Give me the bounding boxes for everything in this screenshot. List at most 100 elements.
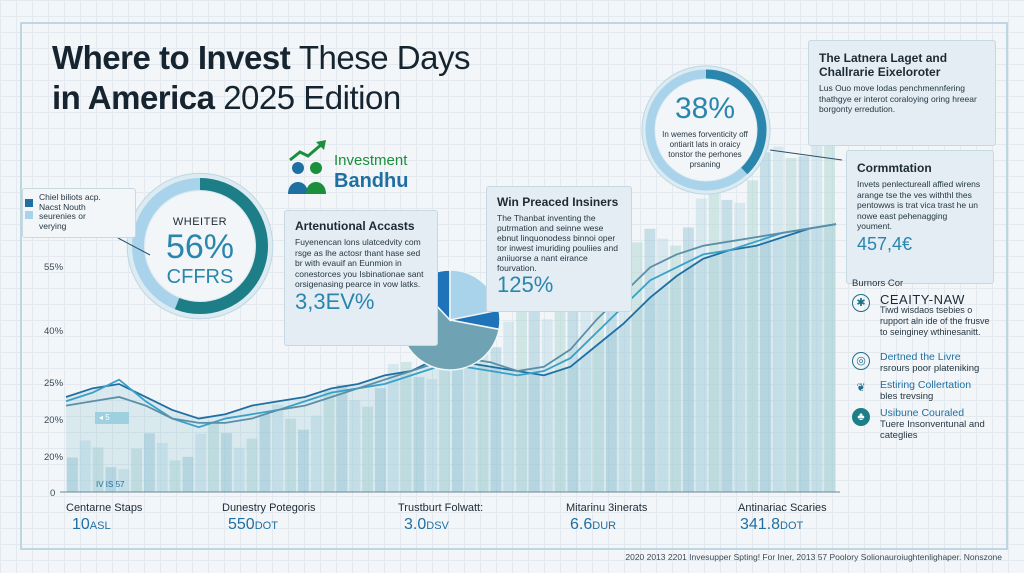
brand-logo: Investment Bandhu xyxy=(286,138,426,194)
panel-accounts-heading: Artenutional Accasts xyxy=(295,219,415,233)
panel-top-right-heading: The Latnera Laget and Challrarie Eixelor… xyxy=(819,51,948,79)
footer-value-3: 3.0DSV xyxy=(404,516,449,534)
footer-value-2: 550DOT xyxy=(228,516,278,534)
bar xyxy=(516,301,527,492)
bar xyxy=(387,363,399,492)
legend-left-line-4: verying xyxy=(39,220,67,231)
bar xyxy=(79,440,91,492)
bar xyxy=(593,274,604,492)
y-tick-25: 25% xyxy=(44,378,64,389)
legend-left: Chiel biliots acp. Nacst Nouth seurenies… xyxy=(22,188,136,238)
ring-left-text: WHEITER 56% CFFRS xyxy=(140,216,260,289)
right-legend-item-2-body: rsrours poor plateniking xyxy=(880,363,980,374)
investors-icon xyxy=(288,140,326,194)
right-legend-item-2-title: Dertned the Livre xyxy=(880,351,961,363)
logo-line-1: Investment xyxy=(334,152,408,169)
title-light-1: These Days xyxy=(298,39,471,76)
panel-top-right: The Latnera Laget and Challrarie Eixelor… xyxy=(808,40,996,146)
bar xyxy=(182,456,194,492)
bar xyxy=(631,242,643,492)
bar xyxy=(567,283,579,492)
bar xyxy=(67,457,78,492)
infographic-frame xyxy=(20,22,1008,550)
panel-cormtation-value: 457,4€ xyxy=(857,233,913,254)
bar xyxy=(747,180,758,493)
bar xyxy=(554,311,566,492)
bar xyxy=(490,347,502,492)
bar xyxy=(156,442,168,492)
footer-value-4-unit: DUR xyxy=(592,520,617,532)
bar xyxy=(259,414,271,492)
right-legend-item-1-body: Tiwd wisdaos tsebies o rupport aln ide o… xyxy=(880,305,990,337)
bar xyxy=(285,418,296,492)
title-bold-1: Where to Invest xyxy=(52,39,291,76)
ring-top-arc xyxy=(645,69,767,191)
x-tick-row: IV IS 57 xyxy=(96,480,125,489)
page-title: Where to Invest These Days in America 20… xyxy=(52,38,470,118)
ring-top-inner xyxy=(655,79,757,181)
bar xyxy=(503,321,515,492)
bar xyxy=(708,188,720,493)
bar xyxy=(580,266,592,492)
bar xyxy=(336,384,348,492)
bar xyxy=(734,202,746,492)
bar xyxy=(426,379,438,492)
bar xyxy=(362,406,373,492)
bar xyxy=(272,404,284,492)
bar xyxy=(785,158,797,493)
footer-label-5: Antinariac Scaries xyxy=(738,502,827,514)
bar xyxy=(310,415,322,492)
footer-value-1: 10ASL xyxy=(72,516,111,534)
bar xyxy=(349,399,361,492)
bar xyxy=(195,433,207,492)
panel-insiners-heading: Win Preaced Insiners xyxy=(497,195,619,209)
leaf-icon: ❦ xyxy=(856,382,866,394)
right-legend-item-1-title: CEAITY-NAW xyxy=(880,292,965,307)
bar xyxy=(221,433,232,492)
panel-insiners-body: The Thanbat inventing the putrmation and… xyxy=(497,213,618,273)
panel-accounts-body: Fuyenencan lons ulatcedvity com rsge as … xyxy=(295,237,424,289)
bar xyxy=(400,361,412,492)
bar xyxy=(439,356,450,492)
network-icon: ✱ xyxy=(852,294,870,312)
bar xyxy=(208,421,219,492)
series-badge: ◂ 5 xyxy=(95,412,129,424)
right-legend-item-4-title: Usibune Couraled xyxy=(880,407,965,419)
right-legend-item-4-body: Tuere Insonventunal and categlies xyxy=(880,419,985,441)
bar xyxy=(144,433,155,492)
bar xyxy=(760,152,771,492)
ring-top-value: 38% xyxy=(674,92,736,125)
ring-top-text: 38% In wemes forventicity off ontiarit l… xyxy=(660,92,750,170)
bar xyxy=(721,199,733,492)
logo-line-2: Bandhu xyxy=(334,170,409,192)
bar xyxy=(670,245,681,492)
bar xyxy=(413,377,425,492)
bar xyxy=(618,271,630,492)
ring-left-sub: CFFRS xyxy=(166,266,234,288)
bar xyxy=(695,198,707,492)
bar xyxy=(375,388,386,492)
legend-left-line-1: Chiel biliots acp. xyxy=(39,192,101,202)
bar xyxy=(118,469,130,492)
source-note: 2020 2013 2201 Invesupper Spting! For In… xyxy=(625,552,1002,562)
panel-insiners-value: 125% xyxy=(497,272,554,297)
panel-cormtation: Cormmtation Invets penlectureall affied … xyxy=(846,150,994,284)
ring-top-note: In wemes forventicity off ontiarit lats … xyxy=(662,130,748,169)
globe-icon: ◎ xyxy=(852,352,870,370)
ring-left-value: 56% xyxy=(165,228,235,266)
bar xyxy=(298,429,309,492)
footer-label-4: Mitarinu 3inerats xyxy=(566,502,648,514)
bar xyxy=(105,467,117,492)
bar xyxy=(824,103,835,492)
footer-value-1-unit: ASL xyxy=(89,520,111,532)
bar xyxy=(683,227,694,492)
panel-insiners: Win Preaced Insiners The Thanbat inventi… xyxy=(486,186,632,312)
right-legend-title: Burnors Cor xyxy=(852,278,904,289)
legend-left-line-2: Nacst Nouth xyxy=(39,201,86,212)
bar xyxy=(233,447,245,492)
bar xyxy=(131,448,142,492)
bar-group xyxy=(67,103,835,493)
footer-value-1-number: 10 xyxy=(72,516,90,533)
bar xyxy=(811,130,823,492)
